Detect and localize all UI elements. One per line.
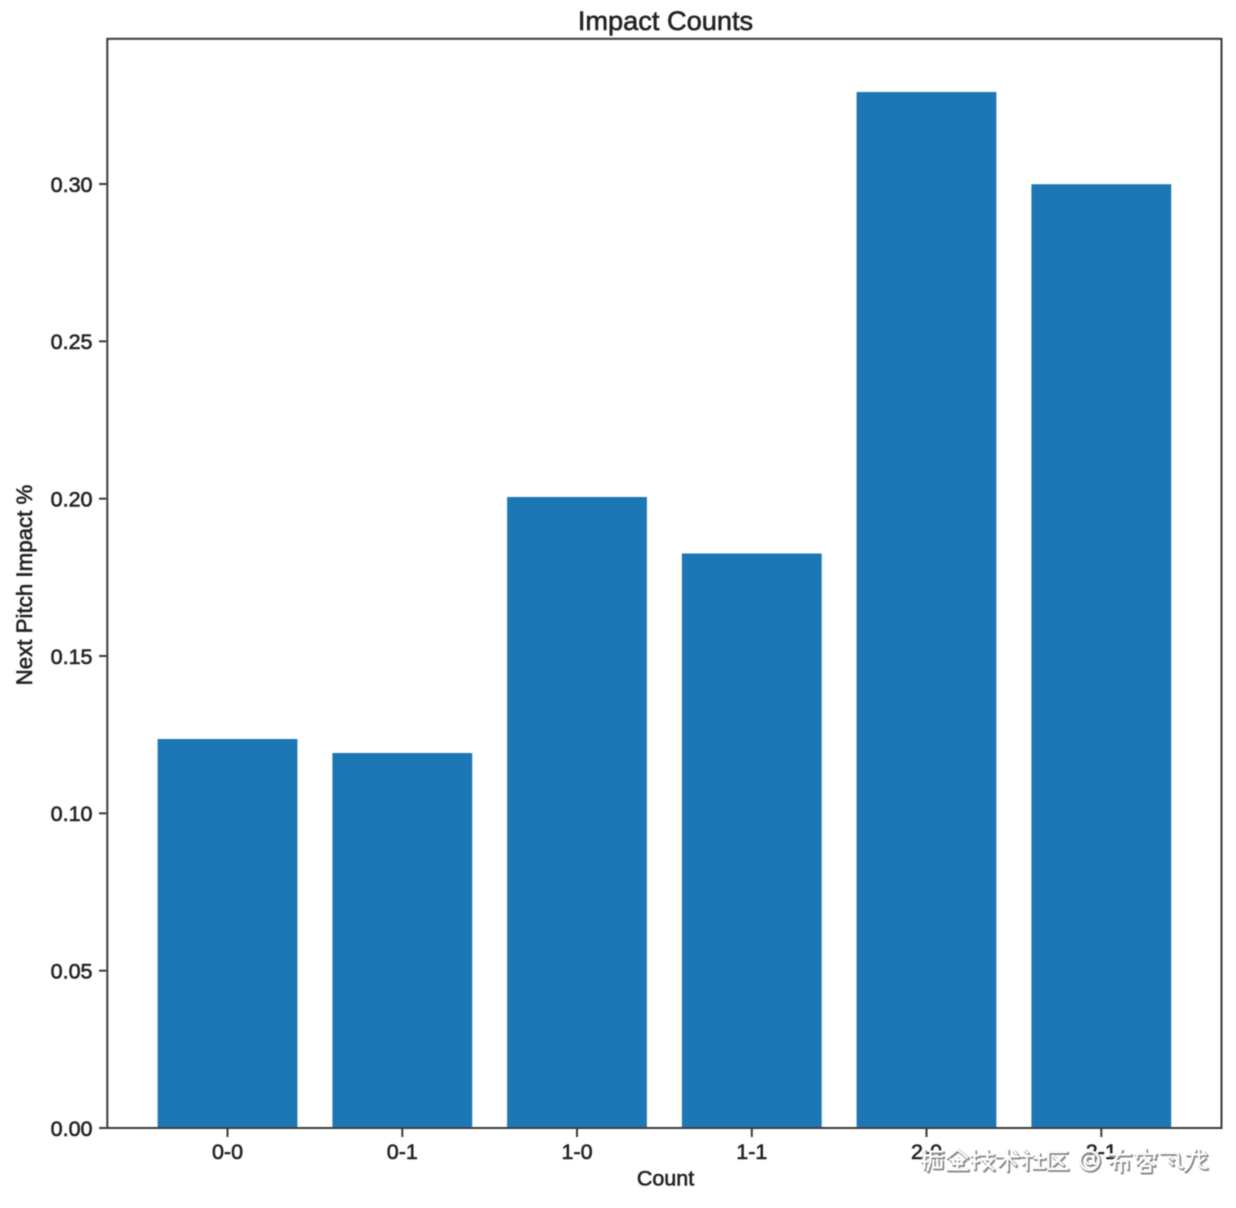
svg-text:2-1: 2-1 bbox=[1086, 1140, 1117, 1164]
svg-text:0.15: 0.15 bbox=[51, 645, 93, 669]
svg-text:0.20: 0.20 bbox=[51, 488, 93, 512]
svg-text:0.10: 0.10 bbox=[51, 802, 93, 826]
svg-text:0.30: 0.30 bbox=[51, 173, 93, 197]
svg-text:Impact Counts: Impact Counts bbox=[578, 5, 753, 36]
svg-text:Count: Count bbox=[637, 1167, 694, 1191]
svg-text:1-1: 1-1 bbox=[736, 1140, 767, 1164]
svg-text:0.25: 0.25 bbox=[51, 330, 93, 354]
svg-text:0-1: 0-1 bbox=[387, 1140, 418, 1164]
svg-text:0.05: 0.05 bbox=[51, 960, 93, 984]
svg-text:Next Pitch Impact %: Next Pitch Impact % bbox=[12, 484, 37, 685]
svg-text:0.00: 0.00 bbox=[51, 1117, 93, 1141]
svg-text:1-0: 1-0 bbox=[561, 1140, 592, 1164]
svg-text:0-0: 0-0 bbox=[212, 1140, 243, 1164]
